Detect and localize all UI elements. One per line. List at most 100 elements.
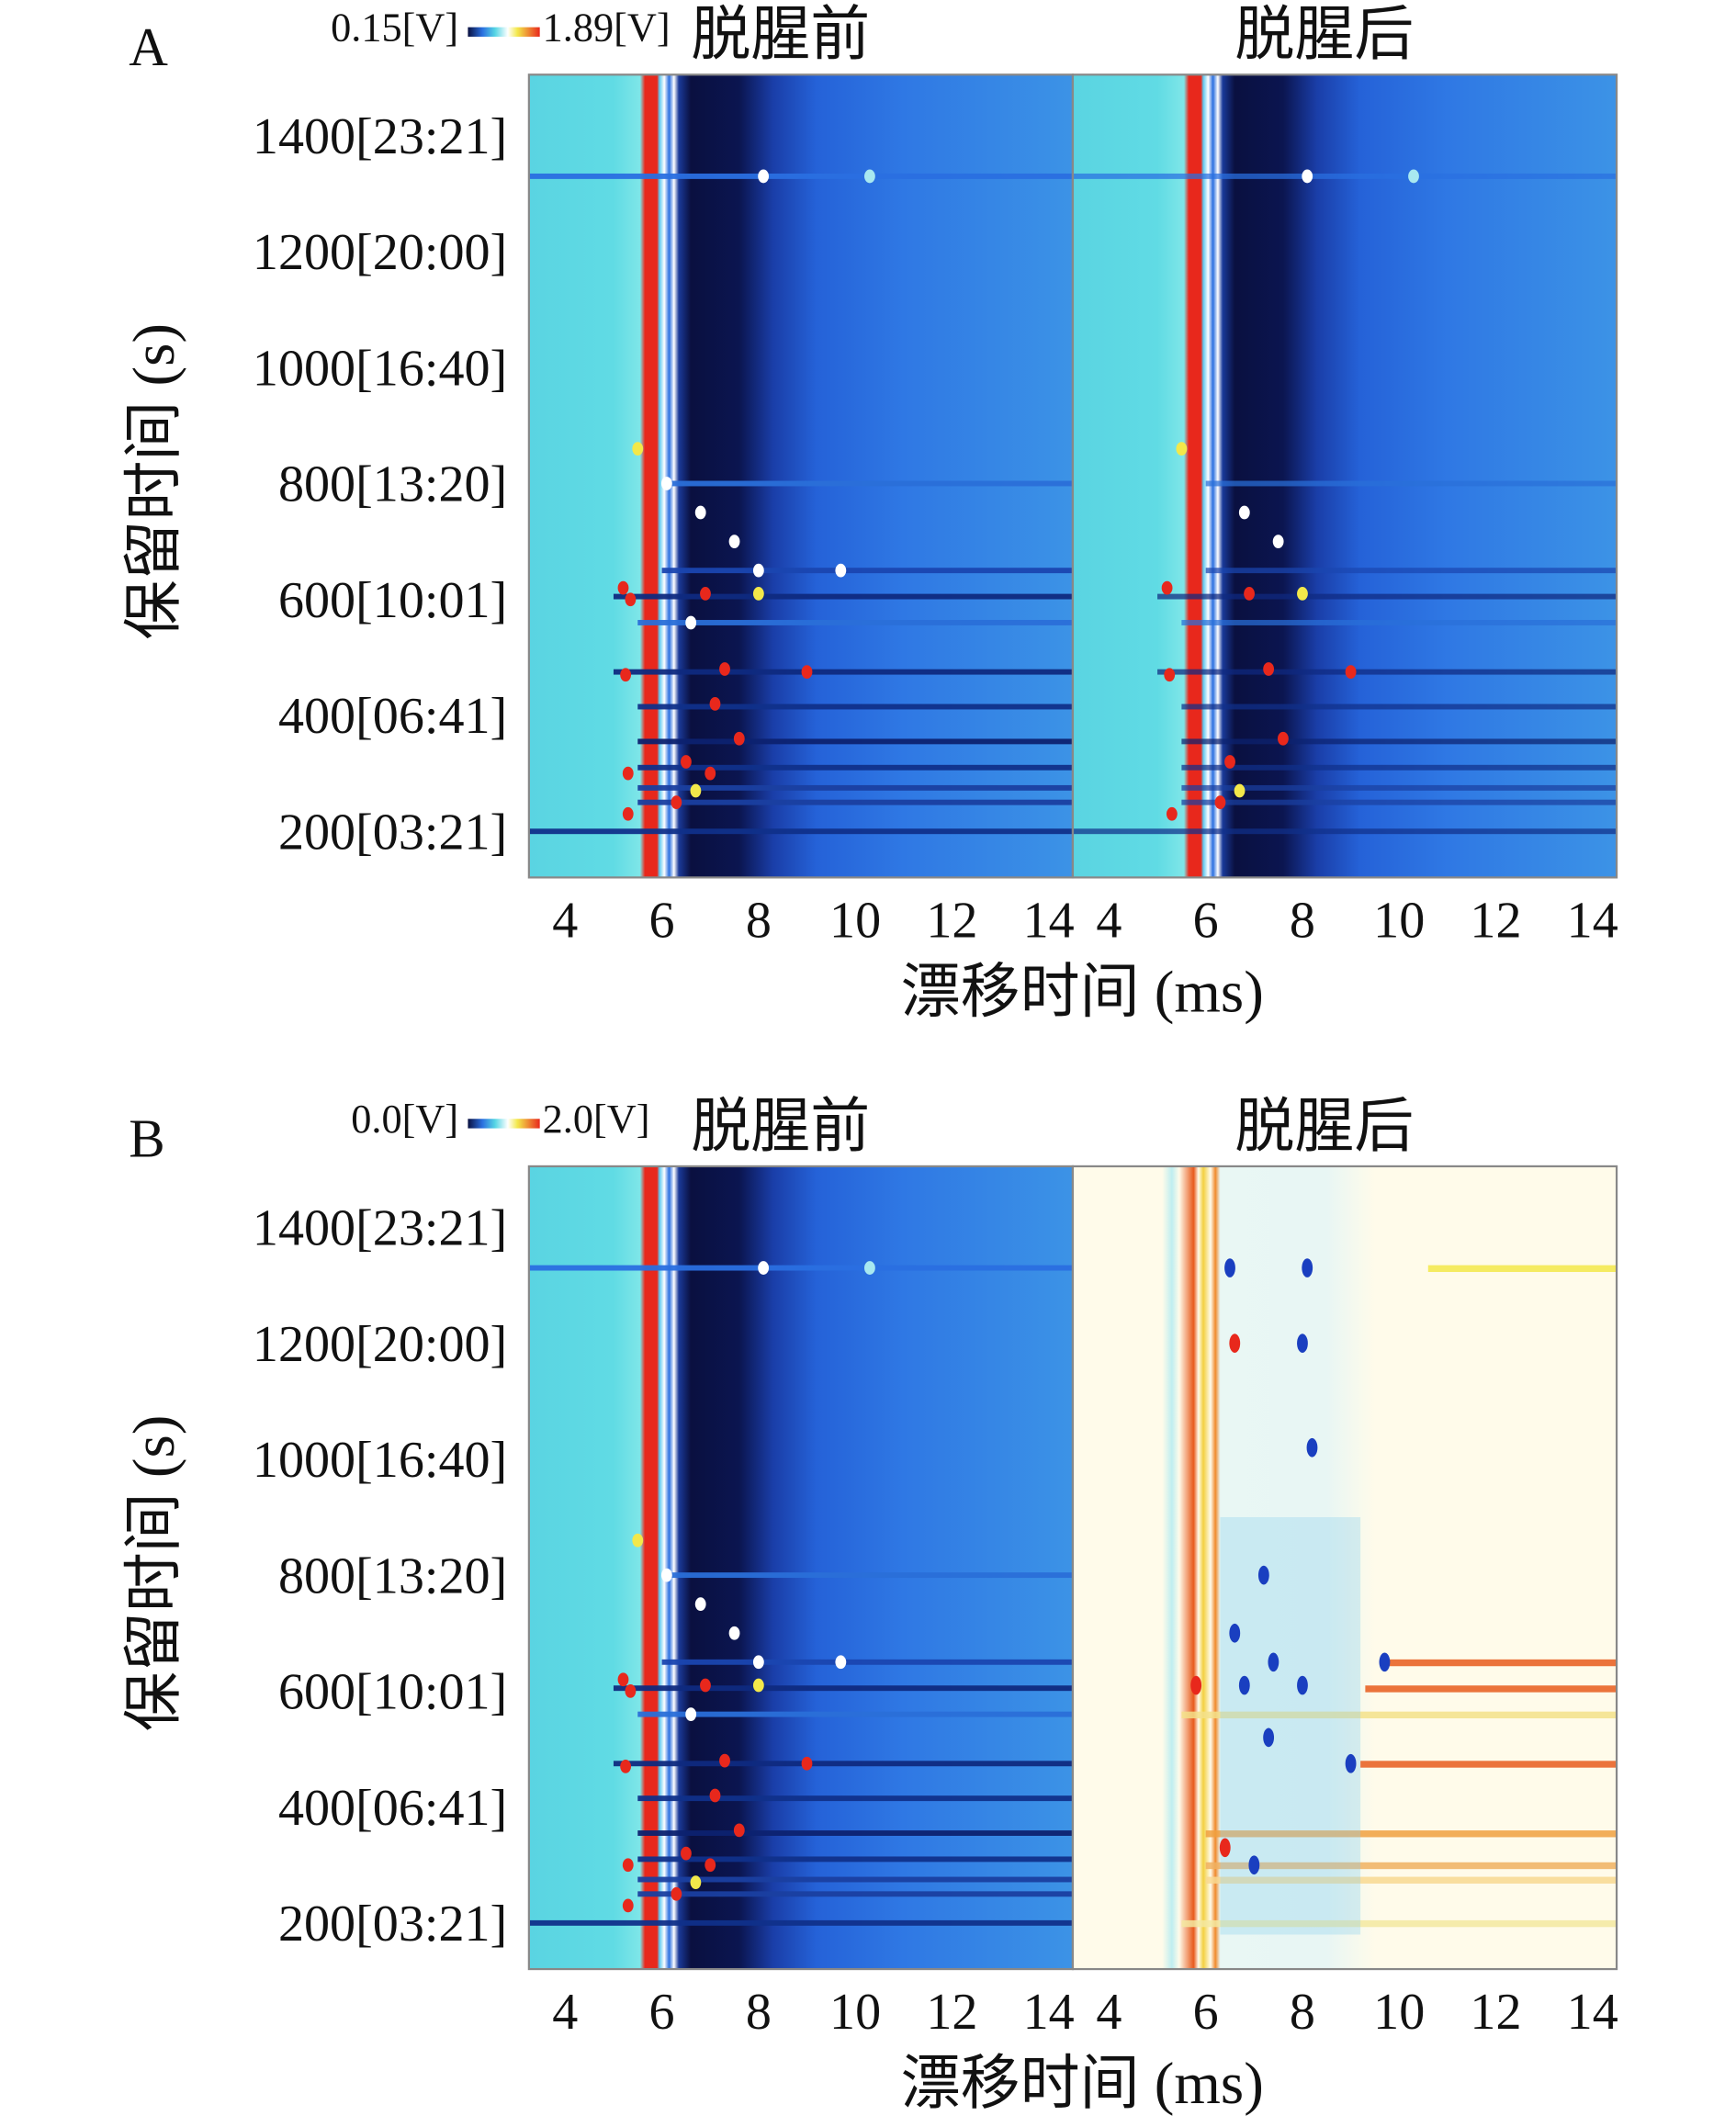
heatmap-streak <box>1389 1659 1618 1667</box>
y-tick-label: 1400[23:21] <box>253 1200 507 1257</box>
x-tick-label: 10 <box>1373 1984 1425 2041</box>
heatmap-peak <box>864 169 875 184</box>
heatmap-peak <box>1224 1258 1235 1277</box>
x-tick-label: 4 <box>1096 1984 1122 2041</box>
x-tick-label: 8 <box>1290 1984 1315 2041</box>
heatmap-peak <box>1302 169 1313 184</box>
heatmap-peak <box>632 442 644 456</box>
heatmap-peak <box>685 615 697 630</box>
heatmap-streak <box>1205 480 1618 487</box>
heatmap-streak <box>637 799 1073 805</box>
heatmap-before: 脱腥前 4 6 8 10 12 14 <box>527 1094 1075 2041</box>
y-tick-label: 600[10:01] <box>278 1664 507 1721</box>
heatmap-streak <box>1360 1761 1618 1768</box>
heatmap-streak <box>1365 1685 1618 1693</box>
heatmap-peak <box>1345 1753 1357 1773</box>
x-tick-label: 4 <box>552 1984 578 2041</box>
heatmap-peak <box>625 1683 637 1698</box>
heatmap-peak <box>671 1886 682 1901</box>
heatmap-streak <box>613 1685 1073 1692</box>
heatmap-streak <box>661 1572 1073 1579</box>
subplot-title: 脱腥后 <box>1234 1094 1414 1160</box>
heatmap-streak <box>1181 620 1618 625</box>
x-tick-label: 12 <box>926 1984 977 2041</box>
x-tick-label: 6 <box>649 1984 675 2041</box>
y-tick-label: 1000[16:40] <box>253 1432 507 1489</box>
heatmap-peak <box>801 665 813 680</box>
heatmap-peak <box>694 1597 706 1612</box>
heatmap-streak <box>637 1711 1073 1717</box>
heatmap-peak <box>620 668 632 682</box>
colorbar-min-label: 0.0[V] <box>351 1097 458 1142</box>
heatmap-peak <box>1278 731 1289 746</box>
x-tick-label: 8 <box>746 892 772 949</box>
heatmap-peak <box>1224 755 1235 769</box>
y-axis-label: 保留时间 (s) <box>121 1415 187 1732</box>
heatmap-peak <box>758 169 770 184</box>
x-tick-label: 4 <box>1096 892 1122 949</box>
heatmap-streak <box>637 1795 1073 1802</box>
heatmap-streak <box>1072 828 1618 835</box>
heatmap-peak <box>733 1823 745 1838</box>
heatmap-peak <box>1408 169 1419 184</box>
heatmap-peak <box>1297 1675 1308 1695</box>
x-tick-label: 12 <box>926 892 977 949</box>
heatmap-peak <box>700 1678 711 1693</box>
heatmap-streak <box>1181 1919 1618 1928</box>
heatmap-peak <box>709 696 721 711</box>
heatmap-peak <box>835 563 847 578</box>
heatmap-peak <box>1263 1727 1275 1748</box>
y-tick-label: 200[03:21] <box>278 804 507 861</box>
heatmap-peak <box>801 1756 813 1771</box>
heatmap-streak <box>661 480 1073 487</box>
heatmap-peak <box>752 1655 764 1670</box>
heatmap-peak <box>864 1261 875 1275</box>
heatmap-peak <box>705 766 716 781</box>
heatmap-streak <box>1181 764 1618 771</box>
heatmap-streak <box>1181 799 1618 805</box>
heatmap-peak <box>1306 1437 1318 1457</box>
heatmap-streak <box>1181 1711 1618 1719</box>
heatmap-peak <box>685 1707 697 1721</box>
heatmap-streak <box>613 593 1073 600</box>
heatmap-streak <box>613 1761 1073 1767</box>
heatmap-streak <box>637 764 1073 771</box>
heatmap-streak <box>1181 738 1618 745</box>
heatmap-peak <box>1238 505 1250 520</box>
panel-b: B 0.0[V] 2.0[V] 保留时间 (s) 漂移时间 (ms) 200[03:21]… <box>121 1094 1618 2117</box>
y-tick-label: 200[03:21] <box>278 1896 507 1953</box>
x-axis-label: 漂移时间 (ms) <box>901 2051 1264 2117</box>
panel-a: A 0.15[V] 1.89[V] 保留时间 (s) 漂移时间 (ms) 200[03:2… <box>121 2 1618 1025</box>
heatmap-peak <box>1345 665 1357 680</box>
heatmap-peak <box>758 1261 770 1275</box>
heatmap-peak <box>622 1898 634 1913</box>
heatmap-peak <box>1379 1652 1391 1672</box>
x-tick-label: 10 <box>829 1984 881 2041</box>
heatmap-peak <box>700 587 711 601</box>
heatmap-area <box>528 74 1073 878</box>
heatmap-peak <box>1248 1855 1260 1875</box>
heatmap-peak <box>709 1788 721 1803</box>
panel-label: B <box>129 1109 164 1169</box>
heatmap-streak <box>1181 703 1618 710</box>
heatmap-peak <box>622 766 634 781</box>
heatmap-streak <box>637 1856 1073 1863</box>
heatmap-peak <box>1238 1675 1250 1695</box>
heatmap-peak <box>1302 1258 1313 1277</box>
heatmap-streak <box>637 1876 1073 1883</box>
heatmap-streak <box>528 828 1073 835</box>
heatmap-peak <box>1214 795 1226 810</box>
x-tick-label: 6 <box>649 892 675 949</box>
heatmap-streak <box>637 703 1073 710</box>
heatmap-peak <box>622 1858 634 1873</box>
heatmap-peak <box>1272 535 1284 548</box>
x-tick-label: 8 <box>1290 892 1315 949</box>
heatmap-peak <box>835 1655 847 1670</box>
y-tick-label: 400[06:41] <box>278 1780 507 1837</box>
y-tick-label: 400[06:41] <box>278 688 507 745</box>
heatmap-streak <box>1205 1876 1618 1884</box>
heatmap-peak <box>1234 783 1246 798</box>
heatmap-peak <box>752 587 764 601</box>
x-tick-label: 12 <box>1470 1984 1521 2041</box>
heatmap-peak <box>1190 1675 1202 1695</box>
